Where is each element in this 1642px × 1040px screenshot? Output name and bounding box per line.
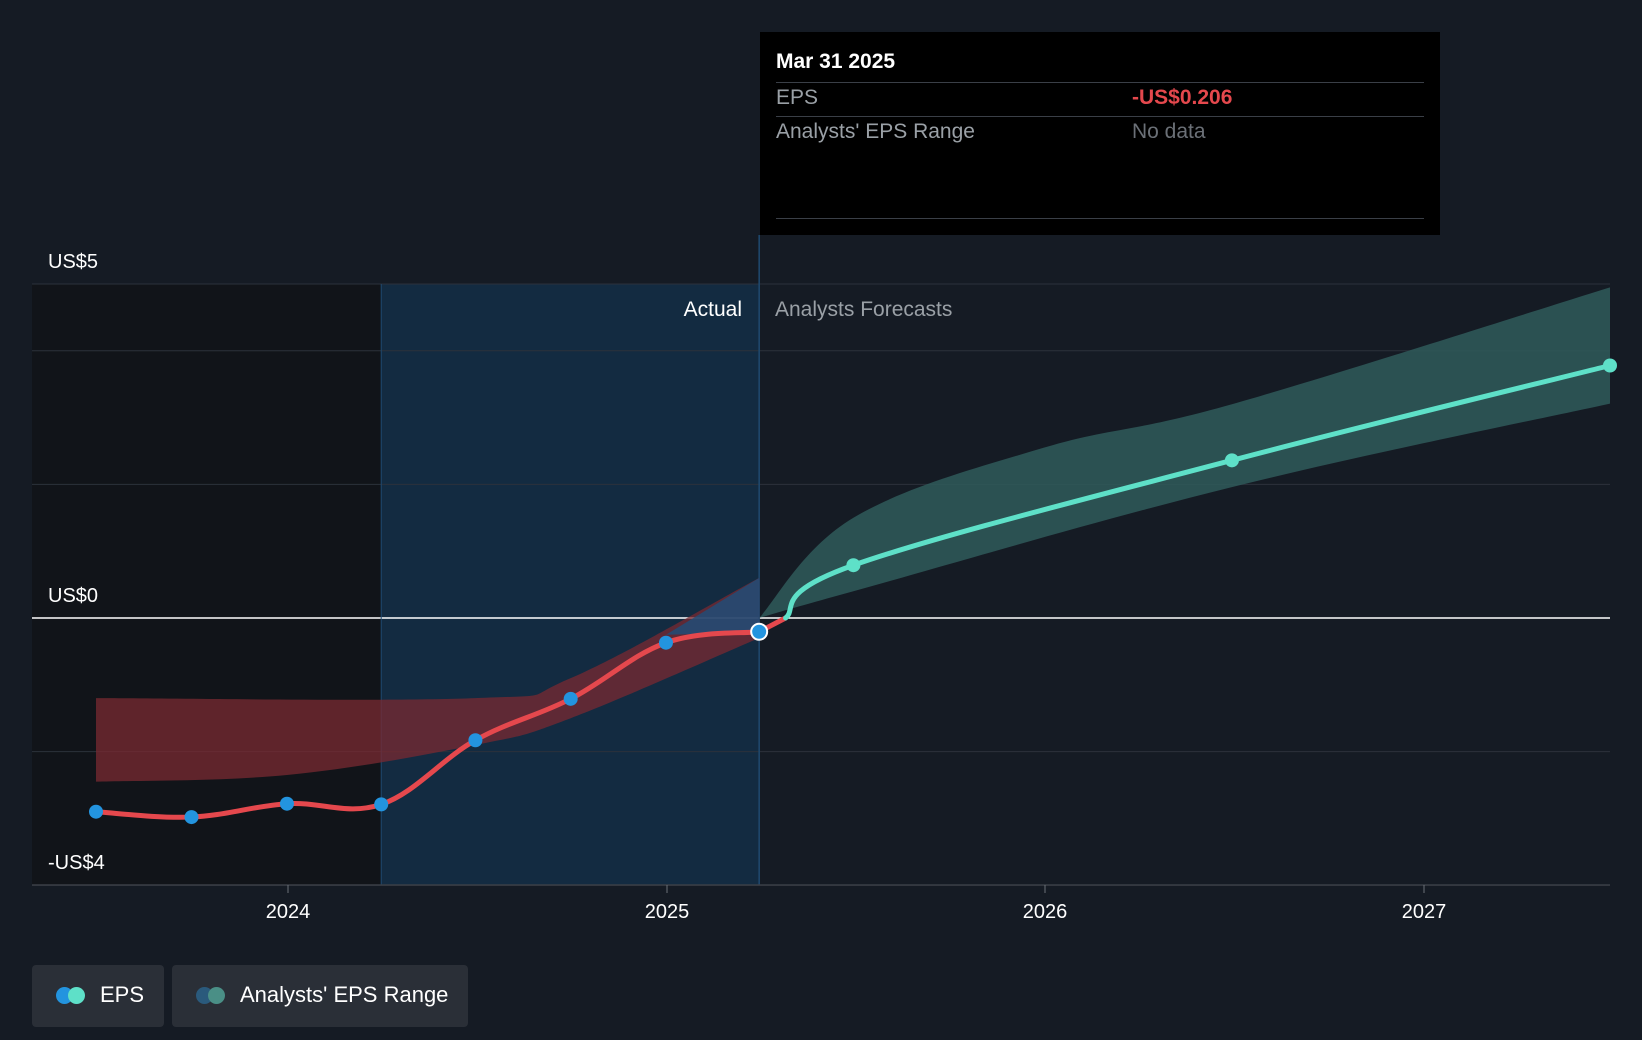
eps-point-highlighted[interactable] (750, 622, 769, 641)
tooltip-date: Mar 31 2025 (776, 50, 896, 73)
legend-eps-label: EPS (100, 982, 145, 1007)
tooltip-range-value: No data (1132, 120, 1206, 143)
x-tick-label: 2027 (1402, 901, 1447, 923)
actual-region (381, 284, 760, 885)
eps-point-actual[interactable] (374, 797, 389, 812)
legend-range-label: Analysts' EPS Range (240, 982, 449, 1007)
tooltip-eps-value: -US$0.206 (1132, 86, 1233, 109)
eps-actual-line (93, 629, 762, 820)
legend-eps-range[interactable]: Analysts' EPS Range (172, 965, 468, 1027)
eps-range-bands (96, 287, 1610, 782)
eps-point-actual[interactable] (468, 733, 483, 748)
eps-point-forecast[interactable] (1603, 358, 1617, 373)
range-legend-icon (196, 987, 226, 1005)
forecast-label: Analysts Forecasts (775, 298, 952, 321)
tooltip-divider (776, 218, 1424, 219)
x-tick-label: 2024 (266, 901, 311, 923)
legend-eps[interactable]: EPS (32, 965, 164, 1027)
hover-tooltip: Mar 31 2025 EPS -US$0.206 Analysts' EPS … (760, 32, 1440, 235)
tooltip-eps-label: EPS (776, 86, 819, 109)
eps-point-actual[interactable] (658, 635, 673, 650)
eps-point-forecast[interactable] (846, 558, 861, 573)
y-tick-label: US$5 (48, 251, 98, 273)
eps-point-actual[interactable] (89, 804, 103, 819)
tooltip-divider (776, 82, 1424, 83)
past-region-shade (32, 284, 382, 885)
y-axis-labels: US$5 US$0 -US$4 (32, 251, 1610, 886)
x-tick-label: 2025 (645, 901, 690, 923)
y-tick-label: US$0 (48, 585, 98, 607)
eps-point-actual[interactable] (563, 691, 578, 706)
eps-point-actual[interactable] (279, 796, 294, 811)
tooltip-divider (776, 116, 1424, 117)
range-overlap-wedge (665, 577, 760, 635)
eps-legend-icon (56, 987, 86, 1005)
x-tick-label: 2026 (1023, 901, 1068, 923)
forecast-range-band (759, 287, 1610, 618)
eps-points (89, 358, 1617, 825)
x-axis-labels: 2024 2025 2026 2027 (266, 885, 1447, 923)
eps-forecast-line (783, 362, 1613, 621)
actual-label: Actual (684, 298, 742, 321)
eps-point-forecast[interactable] (1224, 453, 1239, 468)
eps-point-actual[interactable] (184, 810, 199, 825)
tooltip-range-label: Analysts' EPS Range (776, 120, 975, 143)
y-tick-label: -US$4 (48, 852, 105, 874)
actual-range-band (96, 577, 760, 782)
